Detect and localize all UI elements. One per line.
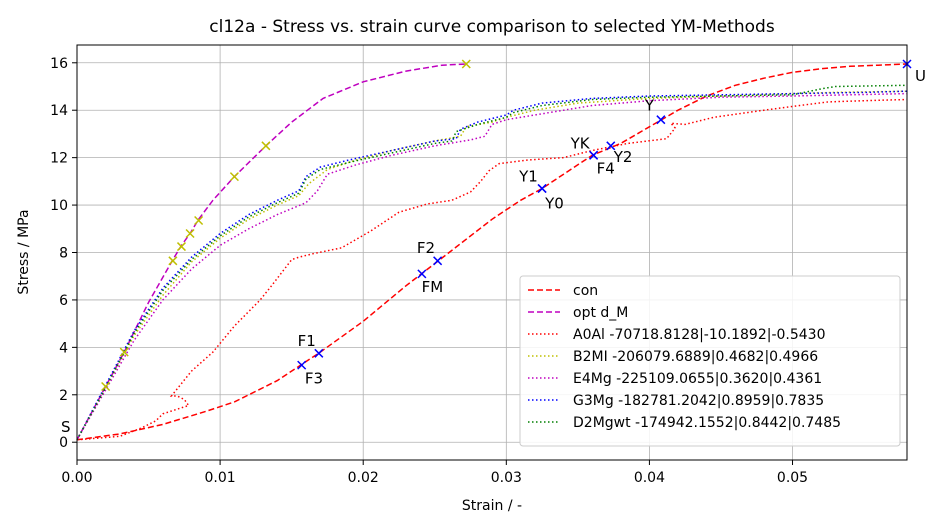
point-marker-FM-stroke (433, 256, 443, 266)
point-marker-F2 (417, 269, 427, 279)
y-tick-label: 14 (50, 103, 68, 119)
yellow-marker-stroke (101, 381, 111, 392)
yellow-marker (194, 215, 204, 226)
point-label-YK: YK (570, 134, 591, 152)
point-marker-F1-stroke (297, 360, 307, 370)
yellow-marker-stroke (119, 347, 129, 357)
series-line-0 (76, 63, 908, 441)
yellow-marker-stroke (185, 228, 195, 239)
y-tick-label: 4 (59, 340, 68, 356)
yellow-marker-stroke (261, 141, 271, 151)
y-tick-label: 6 (59, 293, 68, 309)
point-marker-F1 (297, 360, 307, 370)
series-layer (76, 63, 908, 441)
legend-label-3: B2MI -206079.6889|0.4682|0.4966 (573, 349, 818, 365)
yellow-marker-stroke (461, 59, 471, 69)
legend-label-5: G3Mg -182781.2042|0.8959|0.7835 (573, 393, 824, 409)
point-label-F2: F2 (417, 239, 435, 257)
yellow-marker (119, 347, 129, 357)
point-label-Y2: Y2 (613, 148, 633, 166)
yellow-marker (229, 172, 239, 182)
point-label-Y0: Y0 (544, 194, 564, 212)
legend-label-4: E4Mg -225109.0655|0.3620|0.4361 (573, 371, 822, 387)
legend: con opt d_M A0Al -70718.8128|-10.1892|-0.5… (519, 275, 901, 447)
point-marker-Y0 (537, 183, 547, 194)
x-tick-label: 0.02 (348, 470, 379, 486)
x-axis-label: Strain / - (462, 498, 522, 514)
series-line-6 (76, 84, 908, 441)
yellow-marker-stroke (176, 242, 186, 252)
y-tick-label: 16 (50, 56, 68, 72)
y-tick-label: 12 (50, 151, 68, 167)
y-tick-label: 10 (50, 198, 68, 214)
point-marker-F3 (314, 348, 324, 358)
yellow-marker (168, 256, 178, 266)
y-tick-label: 8 (59, 246, 68, 262)
point-marker-F4-stroke (589, 150, 599, 160)
yellow-marker (101, 381, 111, 392)
legend-label-1: opt d_M (573, 305, 628, 321)
series-line-3 (76, 90, 908, 441)
y-tick-label: 0 (59, 435, 68, 451)
point-marker-Y2-stroke (606, 141, 616, 151)
yellow-marker (261, 141, 271, 151)
point-marker-F4 (589, 150, 599, 160)
x-tick-label: 0.05 (777, 470, 808, 486)
point-label-S: S (61, 418, 71, 436)
y-axis-label: Stress / MPa (16, 209, 32, 294)
point-label-F1: F1 (298, 332, 316, 350)
yellow-marker-stroke (168, 256, 178, 266)
series-line-2 (76, 98, 908, 441)
chart-title: cl12a - Stress vs. strain curve comparis… (209, 17, 775, 37)
point-marker-Y0-stroke (537, 183, 547, 194)
y-tick-label: 2 (59, 388, 68, 404)
point-marker-Y2 (606, 141, 616, 151)
point-marker-Y (656, 115, 666, 125)
series-line-5 (76, 90, 908, 441)
legend-label-2: A0Al -70718.8128|-10.1892|-0.5430 (573, 327, 826, 343)
point-marker-FM (433, 256, 443, 266)
tick-layer: 0.00 0.01 0.02 0.03 0.04 0.05 0 2 4 6 8 10 12 14 16 (50, 56, 808, 486)
series-line-1 (76, 63, 467, 441)
legend-box (519, 275, 901, 447)
point-marker-F2-stroke (417, 269, 427, 279)
point-label-Y1: Y1 (518, 167, 538, 185)
yellow-marker (461, 59, 471, 69)
point-label-U: U (915, 67, 926, 85)
legend-label-6: D2Mgwt -174942.1552|0.8442|0.7485 (573, 415, 841, 431)
x-tick-label: 0.03 (491, 470, 522, 486)
yellow-marker-stroke (229, 172, 239, 182)
x-tick-label: 0.01 (205, 470, 236, 486)
point-marker-F3-stroke (314, 348, 324, 358)
point-label-F4: F4 (597, 159, 615, 177)
yellow-marker (185, 228, 195, 239)
x-tick-label: 0.04 (634, 470, 665, 486)
yellow-marker (176, 242, 186, 252)
yellow-marker-stroke (194, 215, 204, 226)
point-marker-Y-stroke (656, 115, 666, 125)
point-label-F3: F3 (305, 369, 323, 387)
point-label-Y: Y (644, 97, 655, 115)
legend-label-0: con (573, 283, 598, 299)
x-tick-label: 0.00 (61, 470, 92, 486)
point-label-FM: FM (422, 278, 444, 296)
